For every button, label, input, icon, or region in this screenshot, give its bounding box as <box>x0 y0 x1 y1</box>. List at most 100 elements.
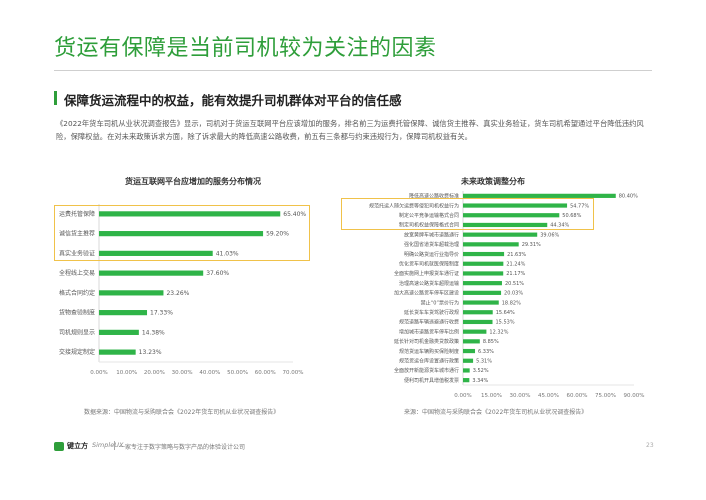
left-bar <box>99 270 204 276</box>
left-value-label: 41.03% <box>216 250 239 257</box>
right-bar <box>463 368 470 373</box>
left-category-label: 真实业务验证 <box>59 249 95 257</box>
left-bar <box>99 310 148 316</box>
right-value-label: 80.40% <box>619 194 638 200</box>
right-category-label: 治理高速公路货车超限运输 <box>399 280 459 287</box>
right-value-label: 54.77% <box>570 203 589 209</box>
summary-paragraph: 《2022年货车司机从业状况调查报告》显示，司机对于货运互联网平台应该增加的服务… <box>56 119 644 141</box>
right-value-label: 6.33% <box>478 349 494 355</box>
right-value-label: 15.64% <box>496 310 515 316</box>
right-x-tick-label: 15.00% <box>481 393 502 399</box>
right-bar <box>463 271 504 276</box>
left-bar <box>99 329 139 335</box>
left-bar <box>99 250 213 256</box>
right-bar <box>463 348 476 354</box>
left-category-label: 运费托管保障 <box>59 210 95 218</box>
right-category-label: 规范道路车辆逃避通行收费 <box>399 319 459 326</box>
right-category-label: 全面放开新能源货车城市通行 <box>394 367 459 374</box>
chart-left-title: 货运互联网平台应增加的服务分布情况 <box>125 177 261 186</box>
right-category-label: 规范托运人随欠运费等侵犯司机权益行为 <box>369 202 459 209</box>
left-x-tick-label: 50.00% <box>227 370 248 376</box>
right-bar <box>463 290 502 295</box>
right-category-label: 延长针对司机金融类贷款政策 <box>394 338 459 345</box>
right-bar <box>463 251 505 257</box>
footer-tagline: 一家专注于数字策略与数字产品的体验设计公司 <box>119 444 246 451</box>
right-category-label: 优化货车司机就医保障制度 <box>399 261 459 268</box>
left-category-label: 交接规定制定 <box>59 348 95 356</box>
right-bar <box>463 319 493 325</box>
right-highlight-box <box>341 198 594 230</box>
left-bar <box>99 211 281 217</box>
right-value-label: 15.53% <box>496 320 515 326</box>
right-category-label: 增加城市道路货车停车比例 <box>399 328 459 335</box>
subtitle-accent-bar <box>54 91 57 105</box>
right-value-label: 21.17% <box>506 271 525 277</box>
right-category-label: 便利司机开具增值税发票 <box>404 377 459 384</box>
right-bar <box>463 193 616 198</box>
right-category-label: 规范货运仓库设置通行政策 <box>399 358 459 365</box>
footer-brand: 键立方 <box>67 442 88 450</box>
right-value-label: 3.52% <box>473 368 489 374</box>
right-bar <box>463 329 487 334</box>
right-category-label: 加大高速公路货车停车区建设 <box>394 290 459 297</box>
right-value-label: 50.68% <box>562 213 581 219</box>
right-value-label: 12.32% <box>489 329 508 335</box>
left-category-label: 格式合同约定 <box>59 289 95 297</box>
right-value-label: 5.31% <box>476 359 492 365</box>
right-category-label: 规范货运车辆购买保险制度 <box>399 348 459 355</box>
left-value-label: 17.33% <box>150 310 173 317</box>
right-category-label: 放宽黄牌车城市道路通行 <box>404 231 459 238</box>
left-bar <box>99 290 164 296</box>
right-value-label: 21.24% <box>506 262 525 268</box>
left-source-note: 数据来源：中国物流与采购联合会《2022年货车司机从业状况调查报告》 <box>84 409 280 416</box>
left-value-label: 23.26% <box>166 290 189 297</box>
section-subtitle: 保障货运流程中的权益，能有效提升司机群体对平台的信任感 <box>64 93 402 108</box>
right-category-label: 全面实施网上申报货车通行证 <box>394 270 459 277</box>
right-bar <box>463 261 504 266</box>
right-value-label: 18.82% <box>502 300 521 306</box>
left-x-tick-label: 70.00% <box>283 370 304 376</box>
right-x-tick-label: 90.00% <box>624 393 645 399</box>
right-category-label: 延长货车车货驾驶行政规 <box>404 309 459 316</box>
right-bar <box>463 222 548 228</box>
left-value-label: 37.60% <box>206 270 229 277</box>
left-x-tick-label: 10.00% <box>116 370 137 376</box>
page-title: 货运有保障是当前司机较为关注的因素 <box>54 36 437 61</box>
left-value-label: 65.40% <box>283 211 306 218</box>
right-bar <box>463 378 470 383</box>
left-category-label: 诚信货主推荐 <box>59 230 95 238</box>
right-category-label: 明确公路货运行业指导价 <box>404 251 459 258</box>
right-value-label: 39.06% <box>540 232 559 238</box>
right-bar <box>463 213 560 218</box>
right-x-tick-label: 75.00% <box>595 393 616 399</box>
right-value-label: 21.63% <box>507 252 526 258</box>
left-value-label: 59.20% <box>266 231 289 238</box>
footer-brand-en: SimpleUX <box>92 441 124 449</box>
right-x-tick-label: 30.00% <box>510 393 531 399</box>
left-x-tick-label: 40.00% <box>199 370 220 376</box>
brand-logo-icon <box>54 442 64 451</box>
right-bar <box>463 300 499 305</box>
right-category-label: 降低高速公路收费标准 <box>409 193 459 200</box>
right-value-label: 20.51% <box>505 281 524 287</box>
left-x-tick-label: 30.00% <box>172 370 193 376</box>
left-bar <box>99 231 264 237</box>
footer-divider <box>114 441 115 450</box>
right-bar <box>463 232 538 237</box>
right-bar <box>463 203 568 208</box>
right-value-label: 44.34% <box>550 223 569 229</box>
left-category-label: 货物查验制度 <box>59 309 95 317</box>
right-category-label: 强化国省道货车超载治理 <box>404 241 459 248</box>
right-bar <box>463 281 502 286</box>
left-x-tick-label: 0.00% <box>90 370 107 376</box>
left-category-label: 全程线上交易 <box>59 269 95 277</box>
title-divider <box>54 70 652 71</box>
right-value-label: 3.34% <box>472 378 488 384</box>
right-value-label: 29.31% <box>522 242 541 248</box>
chart-right-title: 未来政策调整分布 <box>461 177 525 186</box>
left-category-label: 司机规则显示 <box>59 328 95 336</box>
left-x-tick-label: 60.00% <box>255 370 276 376</box>
left-highlight-box <box>54 205 310 261</box>
right-value-label: 8.85% <box>483 339 499 345</box>
